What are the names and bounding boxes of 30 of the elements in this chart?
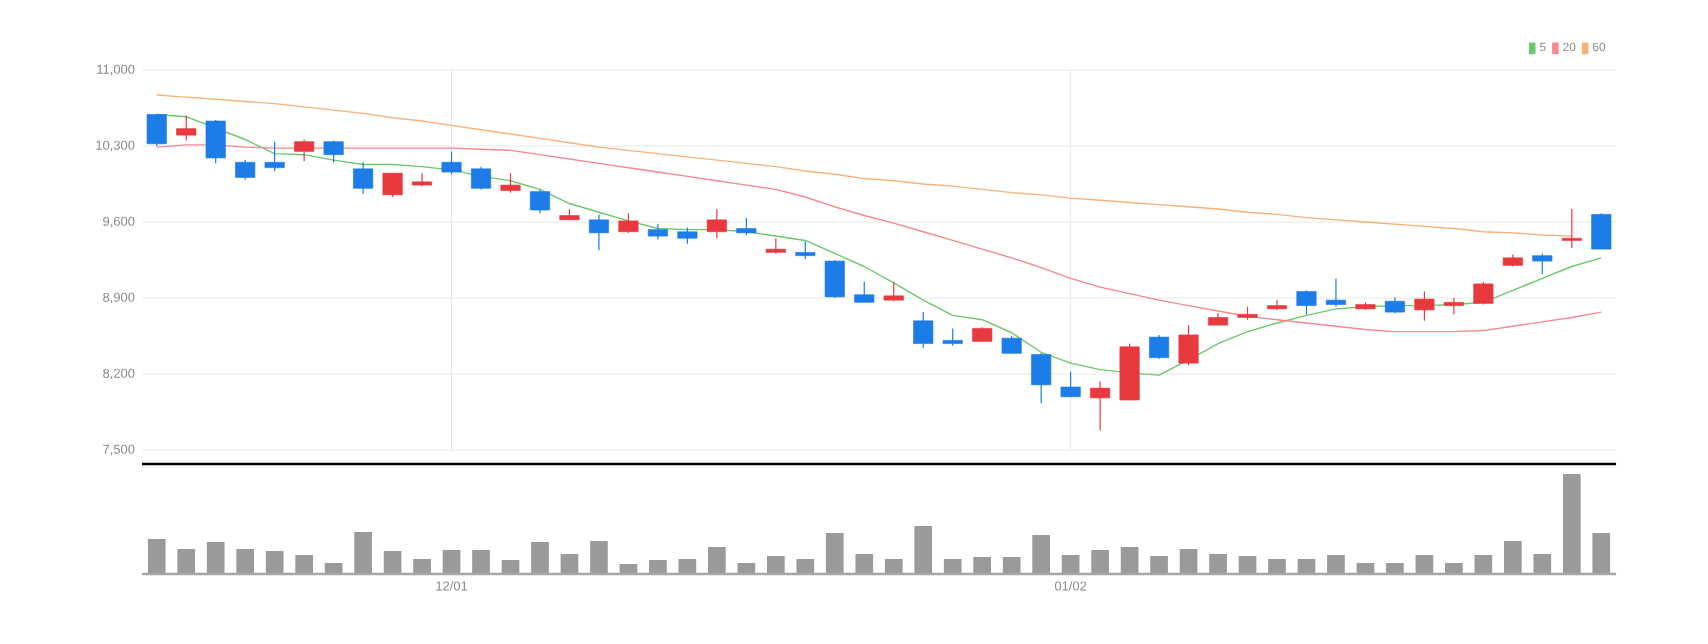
candlestick [412,172,433,187]
candlestick [529,188,551,214]
candlestick [1532,252,1553,275]
candlestick [1031,352,1052,404]
candlestick [1473,281,1494,306]
candlestick [1561,208,1582,249]
candlestick [706,208,727,239]
candlestick [353,161,374,195]
candlestick [1296,289,1317,315]
candlestick [205,119,226,164]
candlestick [1090,380,1111,432]
candlestick [1414,290,1435,322]
candlestick [235,159,256,181]
candlestick [146,112,167,147]
candlestick [1178,324,1199,366]
candlestick [913,311,934,349]
candlestick [382,172,403,198]
candlestick [854,281,875,303]
candlestick [1443,297,1464,315]
candlestick [1149,334,1170,360]
candlestick [500,172,521,194]
candlestick [176,114,197,142]
candlestick [441,150,462,175]
candlestick [1591,212,1612,250]
candlestick [588,213,609,251]
candlestick [618,212,639,234]
candlestick [1325,277,1346,308]
candlestick [1060,371,1081,398]
candlestick [294,138,315,162]
candlestick [264,141,285,172]
